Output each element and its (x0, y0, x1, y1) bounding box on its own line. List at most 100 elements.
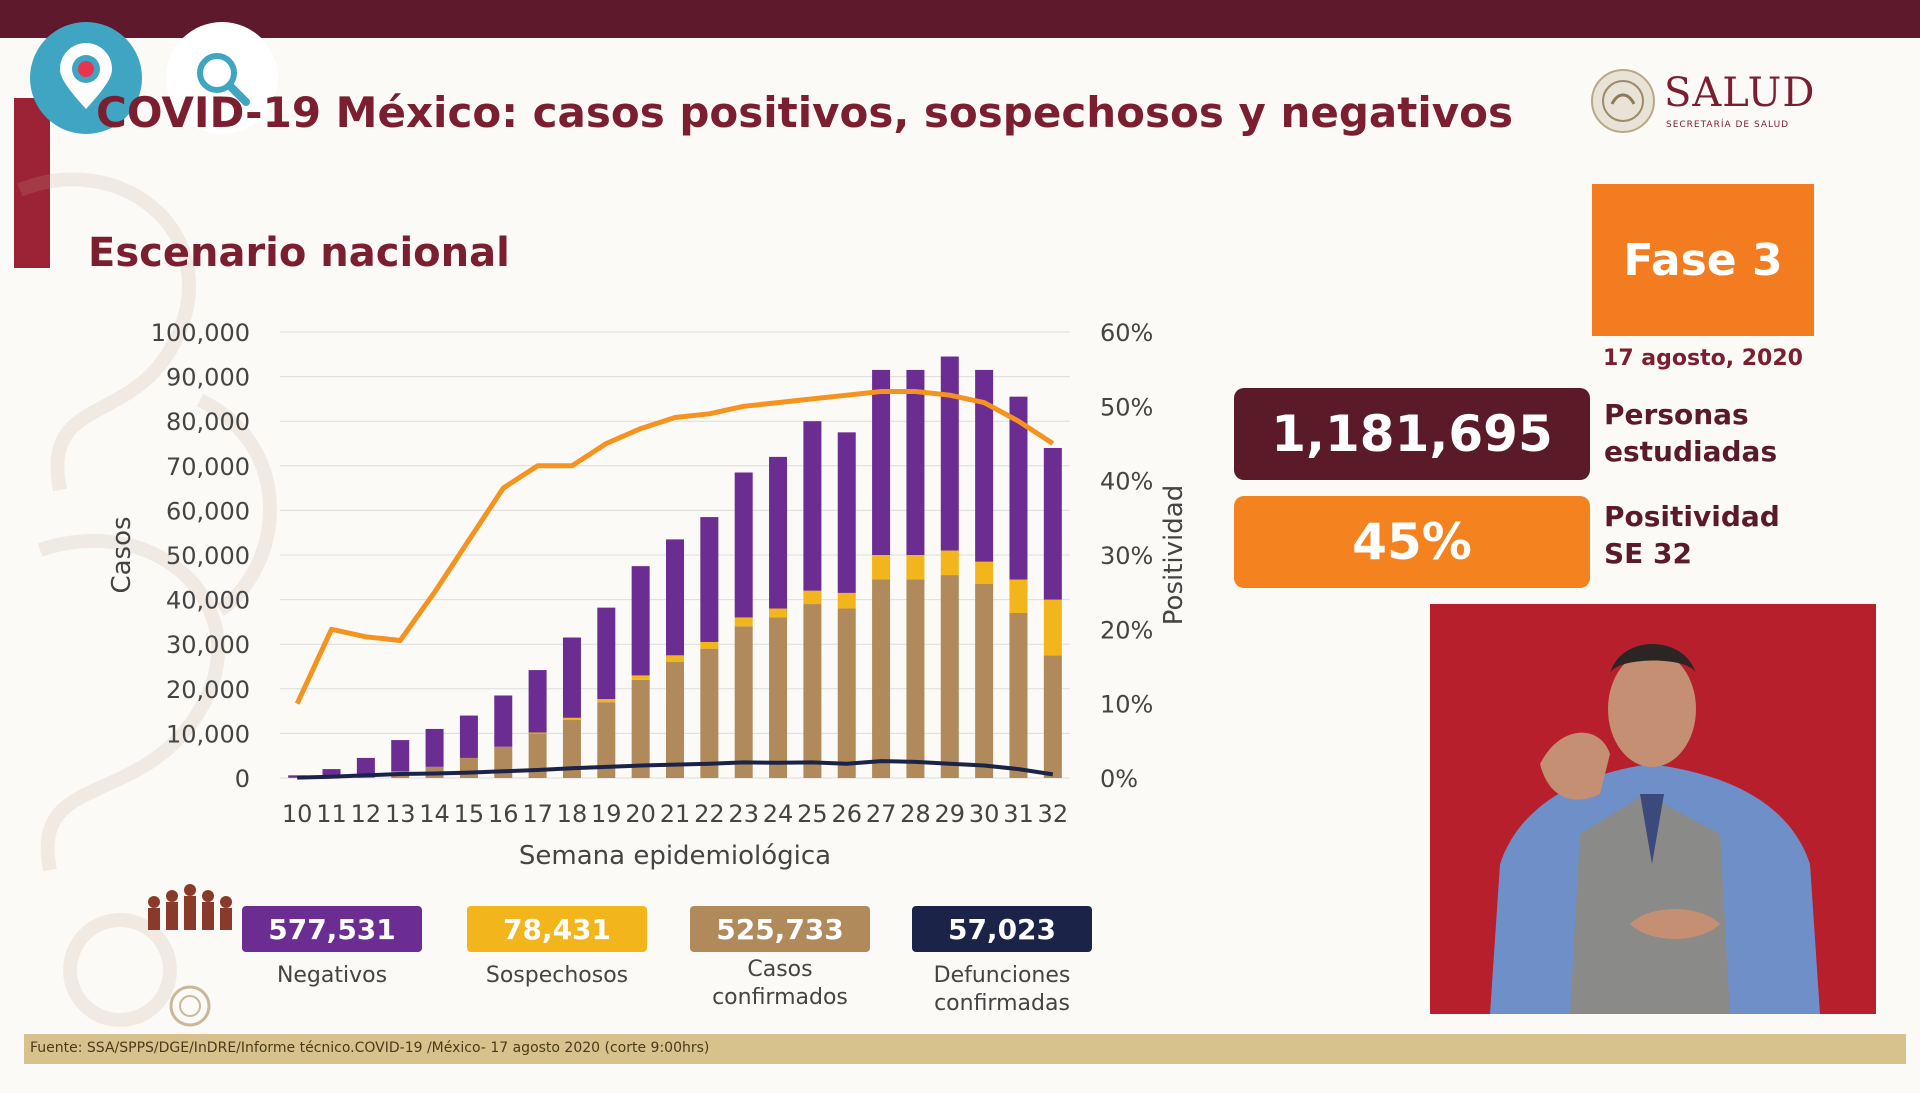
legend-defunciones-caption-line1: Defunciones (933, 963, 1071, 988)
bar-segment (597, 607, 616, 700)
bar-segment (1043, 447, 1062, 600)
bar-segment (769, 608, 788, 618)
legend-negativos-caption-line1: Negativos (276, 963, 388, 988)
bar-segment (975, 561, 994, 584)
periscope-button[interactable] (30, 22, 142, 134)
bar-segment (906, 369, 925, 555)
legend-confirmados-caption: Casos confirmados (670, 956, 890, 1012)
legend-confirmados-caption-line2: confirmados (712, 985, 848, 1010)
top-bar (0, 0, 1920, 38)
y-axis-label: Casos (107, 516, 137, 593)
x-tick-label: 14 (419, 800, 450, 828)
bar-segment (322, 769, 341, 776)
people-studied-label-line2: estudiadas (1604, 435, 1778, 468)
legend-sospechosos-caption: Sospechosos (447, 962, 667, 990)
periscope-icon (60, 43, 112, 109)
salud-logo: SALUD SECRETARÍA DE SALUD (1590, 66, 1820, 146)
phase-date: 17 agosto, 2020 (1603, 346, 1803, 371)
bar-segment (837, 432, 856, 593)
bar-segment (837, 592, 856, 609)
bar-segment (459, 757, 478, 778)
y2-tick-label: 20% (1100, 616, 1153, 644)
positivity-line (294, 389, 1055, 705)
bar-segment (734, 626, 753, 778)
bar-segment (528, 732, 547, 734)
x-tick-label: 13 (385, 800, 416, 828)
y-tick-label: 60,000 (166, 497, 250, 525)
positivity-value: 45% (1234, 496, 1590, 588)
positivity-label-line2: SE 32 (1604, 537, 1693, 570)
x-tick-label: 21 (660, 800, 691, 828)
bar-segment (528, 733, 547, 778)
y2-tick-label: 0% (1100, 765, 1138, 793)
y-tick-label: 70,000 (166, 453, 250, 481)
legend-sospechosos-value: 78,431 (467, 906, 647, 952)
bar-segment (940, 356, 959, 551)
bar-segment (494, 695, 513, 747)
y2-tick-label: 40% (1100, 468, 1153, 496)
people-group-icon (148, 884, 232, 930)
y-tick-label: 10,000 (166, 720, 250, 748)
people-studied-value: 1,181,695 (1234, 388, 1590, 480)
x-tick-label: 19 (591, 800, 622, 828)
bar-segment (940, 550, 959, 576)
bar-segment (872, 579, 891, 778)
bar-segment (562, 637, 581, 718)
sign-language-interpreter (1430, 604, 1876, 1014)
bar-segment (425, 728, 444, 767)
y-tick-label: 0 (235, 765, 250, 793)
accent-bar (14, 98, 50, 268)
x-tick-label: 28 (900, 800, 931, 828)
legend-confirmados-value: 525,733 (690, 906, 870, 952)
y2-axis-label: Positividad (1159, 485, 1189, 625)
x-tick-label: 26 (831, 800, 862, 828)
x-tick-label: 23 (728, 800, 759, 828)
x-axis-label: Semana epidemiológica (519, 841, 831, 870)
bar-segment (769, 617, 788, 778)
positivity-label: Positividad SE 32 (1604, 498, 1780, 572)
x-tick-label: 17 (522, 800, 553, 828)
bar-segment (700, 641, 719, 649)
y2-tick-label: 10% (1100, 691, 1153, 719)
bar-segment (906, 555, 925, 580)
page-title: COVID-19 México: casos positivos, sospec… (96, 88, 1513, 137)
bar-segment (803, 604, 822, 778)
salud-logo-word: SALUD (1664, 70, 1816, 116)
bar-segment (803, 590, 822, 605)
y-tick-label: 40,000 (166, 587, 250, 615)
x-tick-label: 24 (763, 800, 794, 828)
search-button[interactable] (166, 22, 278, 134)
legend-negativos-caption: Negativos (222, 962, 442, 990)
x-tick-label: 29 (935, 800, 966, 828)
y-tick-label: 90,000 (166, 364, 250, 392)
bar-segment (597, 702, 616, 778)
bar-segment (975, 369, 994, 562)
bar-segment (666, 662, 684, 778)
bar-segment (837, 608, 856, 778)
source-text: Fuente: SSA/SPPS/DGE/InDRE/Informe técni… (30, 1040, 710, 1056)
bar-segment (1009, 396, 1028, 580)
people-studied-label: Personas estudiadas (1604, 396, 1777, 470)
seal-watermark-icon (169, 985, 211, 1027)
bar-segment (459, 715, 478, 758)
x-tick-label: 30 (969, 800, 1000, 828)
bar-segment (940, 575, 959, 778)
bar-segment (597, 699, 616, 703)
x-tick-label: 16 (488, 800, 519, 828)
watermark-pattern (17, 172, 277, 1027)
y2-tick-label: 60% (1100, 319, 1153, 347)
x-tick-label: 25 (797, 800, 828, 828)
y-tick-label: 100,000 (151, 319, 250, 347)
bar-segment (906, 579, 925, 778)
source-footer: Fuente: SSA/SPPS/DGE/InDRE/Informe técni… (24, 1034, 1906, 1064)
bar-segment (1009, 612, 1028, 778)
x-tick-label: 18 (557, 800, 588, 828)
x-tick-label: 27 (866, 800, 897, 828)
y-tick-label: 20,000 (166, 676, 250, 704)
bar-segment (700, 517, 719, 642)
deaths-line (297, 759, 1054, 780)
bar-segment (528, 670, 547, 733)
bar-segment (734, 472, 753, 618)
bar-segment (1009, 579, 1028, 613)
people-studied-label-line1: Personas (1604, 398, 1749, 431)
